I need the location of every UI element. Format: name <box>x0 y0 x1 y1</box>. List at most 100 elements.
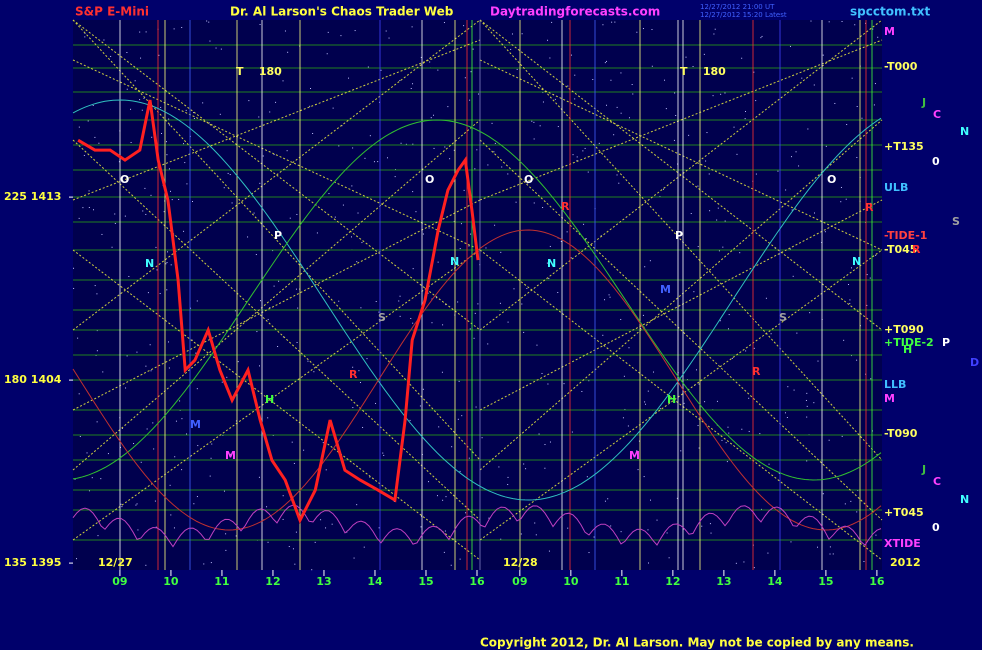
star <box>443 551 445 553</box>
star <box>453 149 455 151</box>
star <box>444 146 446 148</box>
star <box>122 427 124 429</box>
star <box>829 546 831 548</box>
star <box>275 101 277 103</box>
star <box>566 231 568 233</box>
star <box>659 195 661 197</box>
star <box>778 472 780 474</box>
star <box>353 557 355 559</box>
diagonal <box>72 199 481 411</box>
star <box>584 147 586 149</box>
star <box>791 209 793 211</box>
star <box>637 469 639 471</box>
star <box>592 79 594 81</box>
x-tick-label: 15 <box>818 575 833 588</box>
star <box>809 312 811 314</box>
star <box>208 122 210 124</box>
star <box>538 433 540 435</box>
star <box>202 102 204 104</box>
star <box>160 106 162 108</box>
star <box>557 126 559 128</box>
star <box>469 328 471 330</box>
star <box>151 136 153 138</box>
star <box>452 262 454 264</box>
star <box>465 512 467 514</box>
star <box>136 503 138 505</box>
star <box>195 352 197 354</box>
star <box>453 538 455 540</box>
star <box>369 476 371 478</box>
star <box>698 447 700 449</box>
star <box>361 242 363 244</box>
y-tick-label: 225 1413 <box>4 190 61 203</box>
star <box>288 546 290 548</box>
star <box>866 304 868 306</box>
copyright: Copyright 2012, Dr. Al Larson. May not b… <box>480 636 914 650</box>
level-label: -T090 <box>884 427 918 440</box>
star <box>438 426 440 428</box>
star <box>400 142 402 144</box>
star <box>692 65 694 67</box>
star <box>168 341 170 343</box>
annotation: T 180 <box>680 65 726 78</box>
star <box>248 100 250 102</box>
star <box>777 170 779 172</box>
star <box>136 351 138 353</box>
star <box>875 534 877 536</box>
star <box>507 173 509 175</box>
side-letter: D <box>970 356 979 369</box>
star <box>487 164 489 166</box>
star <box>651 65 653 67</box>
star <box>181 418 183 420</box>
annotation: R <box>349 368 358 381</box>
star <box>193 117 195 119</box>
star <box>606 60 608 62</box>
star <box>383 454 385 456</box>
star <box>474 168 476 170</box>
star <box>875 254 877 256</box>
star <box>602 24 604 26</box>
star <box>410 317 412 319</box>
star <box>165 141 167 143</box>
star <box>520 533 522 535</box>
star <box>412 322 414 324</box>
diagonal <box>72 139 481 521</box>
date-label: 2012 <box>890 556 921 569</box>
star <box>269 111 271 113</box>
star <box>813 84 815 86</box>
star <box>644 266 646 268</box>
annotation: T 180 <box>236 65 282 78</box>
star <box>156 269 158 271</box>
star <box>616 106 618 108</box>
star <box>647 529 649 531</box>
star <box>295 288 297 290</box>
star <box>351 236 353 238</box>
star <box>493 151 495 153</box>
star <box>801 77 803 79</box>
star <box>168 118 170 120</box>
star <box>813 402 815 404</box>
star <box>338 300 340 302</box>
star <box>544 444 546 446</box>
star <box>598 142 600 144</box>
star <box>453 220 455 222</box>
level-label: M <box>884 392 895 405</box>
star <box>843 339 845 341</box>
star <box>787 386 789 388</box>
star <box>394 176 396 178</box>
star <box>412 83 414 85</box>
star <box>450 564 452 566</box>
star <box>309 105 311 107</box>
side-letter: J <box>921 463 926 476</box>
star <box>231 202 233 204</box>
star <box>145 564 147 566</box>
star <box>145 31 147 33</box>
star <box>586 476 588 478</box>
star <box>547 383 549 385</box>
diagonal <box>72 249 481 541</box>
star <box>442 324 444 326</box>
star <box>363 546 365 548</box>
star <box>150 194 152 196</box>
star <box>753 347 755 349</box>
star <box>433 147 435 149</box>
